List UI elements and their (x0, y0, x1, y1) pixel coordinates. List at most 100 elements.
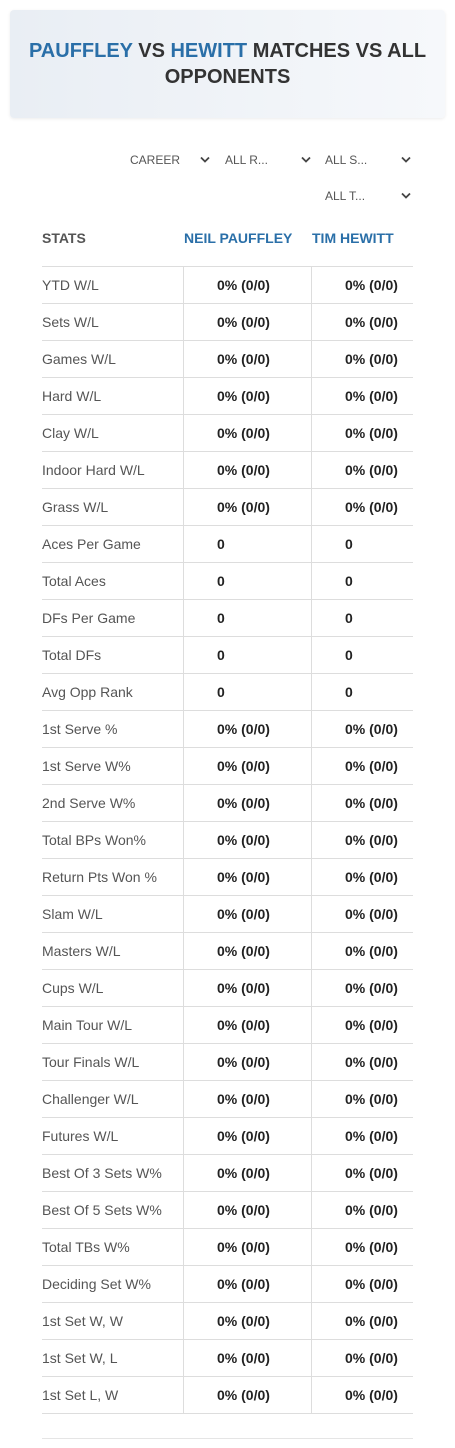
player2-value: 0 (311, 526, 413, 562)
vs: VS (138, 40, 165, 62)
table-row: Slam W/L 0% (0/0) 0% (0/0) (42, 896, 413, 933)
player2-value: 0% (0/0) (311, 748, 413, 784)
table-row: Cups W/L 0% (0/0) 0% (0/0) (42, 970, 413, 1007)
filter-select[interactable]: ALL T... (325, 186, 411, 206)
column-header: TIM HEWITT (312, 230, 394, 246)
table-row: Return Pts Won % 0% (0/0) 0% (0/0) (42, 859, 413, 896)
player2-value: 0% (0/0) (311, 1118, 413, 1154)
table-row: Best Of 3 Sets W% 0% (0/0) 0% (0/0) (42, 1155, 413, 1192)
table-row: 1st Set W, W 0% (0/0) 0% (0/0) (42, 1303, 413, 1340)
player2-value: 0% (0/0) (311, 341, 413, 377)
stat-label: Total DFs (42, 647, 102, 663)
table-row: Deciding Set W% 0% (0/0) 0% (0/0) (42, 1266, 413, 1303)
player1-value: 0% (0/0) (183, 415, 311, 451)
chevron (401, 192, 411, 199)
stat-label: 1st Serve W% (42, 758, 131, 774)
player2-value: 0 (311, 563, 413, 599)
player1-value: 0 (183, 600, 311, 636)
player1-value: 0% (0/0) (183, 489, 311, 525)
table-row: 1st Set W, L 0% (0/0) 0% (0/0) (42, 1340, 413, 1377)
player2-value: 0% (0/0) (311, 489, 413, 525)
player2-value: 0% (0/0) (311, 378, 413, 414)
table-row: Challenger W/L 0% (0/0) 0% (0/0) (42, 1081, 413, 1118)
table-row: 1st Serve W% 0% (0/0) 0% (0/0) (42, 748, 413, 785)
table-row: DFs Per Game 0 0 (42, 600, 413, 637)
table-row: Games W/L 0% (0/0) 0% (0/0) (42, 341, 413, 378)
player2-value: 0% (0/0) (311, 452, 413, 488)
player1-value: 0% (0/0) (183, 1044, 311, 1080)
player2-value: 0 (311, 674, 413, 710)
player1-value: 0% (0/0) (183, 1266, 311, 1302)
player2-value: 0 (311, 600, 413, 636)
footer-line (42, 1438, 413, 1439)
player2-value: 0% (0/0) (311, 822, 413, 858)
stat-label: Best Of 5 Sets W% (42, 1202, 162, 1218)
column-header: STATS (42, 230, 86, 246)
stat-label: Main Tour W/L (42, 1017, 132, 1033)
chevron (301, 156, 311, 163)
page-title: PAUFFLEY VS HEWITT MATCHES VS ALL OPPONE… (28, 38, 428, 90)
table-row: Sets W/L 0% (0/0) 0% (0/0) (42, 304, 413, 341)
stat-label: DFs Per Game (42, 610, 136, 626)
table-row: Indoor Hard W/L 0% (0/0) 0% (0/0) (42, 452, 413, 489)
table-row: Total Aces 0 0 (42, 563, 413, 600)
stat-label: Challenger W/L (42, 1091, 139, 1107)
player2-value: 0% (0/0) (311, 933, 413, 969)
player1-value: 0% (0/0) (183, 1155, 311, 1191)
stat-label: Sets W/L (42, 314, 99, 330)
player2-value: 0 (311, 637, 413, 673)
table-row: Avg Opp Rank 0 0 (42, 674, 413, 711)
stat-label: 1st Set W, L (42, 1350, 118, 1366)
player1-value: 0% (0/0) (183, 304, 311, 340)
player1-value: 0% (0/0) (183, 1340, 311, 1376)
table-row: Total DFs 0 0 (42, 637, 413, 674)
player1-value: 0 (183, 637, 311, 673)
stat-label: Hard W/L (42, 388, 102, 404)
stat-label: Futures W/L (42, 1128, 119, 1144)
table-row: Total TBs W% 0% (0/0) 0% (0/0) (42, 1229, 413, 1266)
stat-label: Return Pts Won % (42, 869, 157, 885)
player2-value: 0% (0/0) (311, 1155, 413, 1191)
column-header: NEIL PAUFFLEY (184, 230, 293, 246)
player2-value: 0% (0/0) (311, 970, 413, 1006)
stat-label: Avg Opp Rank (42, 684, 133, 700)
table-row: Total BPs Won% 0% (0/0) 0% (0/0) (42, 822, 413, 859)
stat-label: Deciding Set W% (42, 1276, 151, 1292)
table-row: Tour Finals W/L 0% (0/0) 0% (0/0) (42, 1044, 413, 1081)
filter-select[interactable]: ALL R... (225, 150, 311, 170)
stat-label: Aces Per Game (42, 536, 141, 552)
filter-label: CAREER (130, 153, 181, 167)
player1-value: 0% (0/0) (183, 785, 311, 821)
player1-value: 0% (0/0) (183, 378, 311, 414)
player1-value: 0% (0/0) (183, 267, 311, 303)
player2-value: 0% (0/0) (311, 711, 413, 747)
title-rest: MATCHES VS ALL OPPONENTS (164, 40, 427, 88)
stat-label: YTD W/L (42, 277, 99, 293)
player1-value: 0% (0/0) (183, 859, 311, 895)
player2-value: 0% (0/0) (311, 859, 413, 895)
player1-value: 0% (0/0) (183, 1303, 311, 1339)
filter-label: ALL S... (325, 153, 368, 167)
filter-select[interactable]: CAREER (130, 150, 210, 170)
player2-value: 0% (0/0) (311, 1229, 413, 1265)
stat-label: 1st Set W, W (42, 1313, 123, 1329)
player2-value: 0% (0/0) (311, 1007, 413, 1043)
stat-label: Slam W/L (42, 906, 103, 922)
table-row: Hard W/L 0% (0/0) 0% (0/0) (42, 378, 413, 415)
filter-select[interactable]: ALL S... (325, 150, 411, 170)
stat-label: Tour Finals W/L (42, 1054, 140, 1070)
stat-label: Masters W/L (42, 943, 121, 959)
player1-value: 0% (0/0) (183, 970, 311, 1006)
player1-value: 0% (0/0) (183, 896, 311, 932)
player2-value: 0% (0/0) (311, 896, 413, 932)
stat-label: Total TBs W% (42, 1239, 130, 1255)
table-row: Main Tour W/L 0% (0/0) 0% (0/0) (42, 1007, 413, 1044)
player2-value: 0% (0/0) (311, 1266, 413, 1302)
player2-value: 0% (0/0) (311, 1340, 413, 1376)
table-row: Clay W/L 0% (0/0) 0% (0/0) (42, 415, 413, 452)
stat-label: Clay W/L (42, 425, 99, 441)
stat-label: Games W/L (42, 351, 116, 367)
table-row: YTD W/L 0% (0/0) 0% (0/0) (42, 267, 413, 304)
player2-value: 0% (0/0) (311, 785, 413, 821)
player1-value: 0% (0/0) (183, 1377, 311, 1413)
